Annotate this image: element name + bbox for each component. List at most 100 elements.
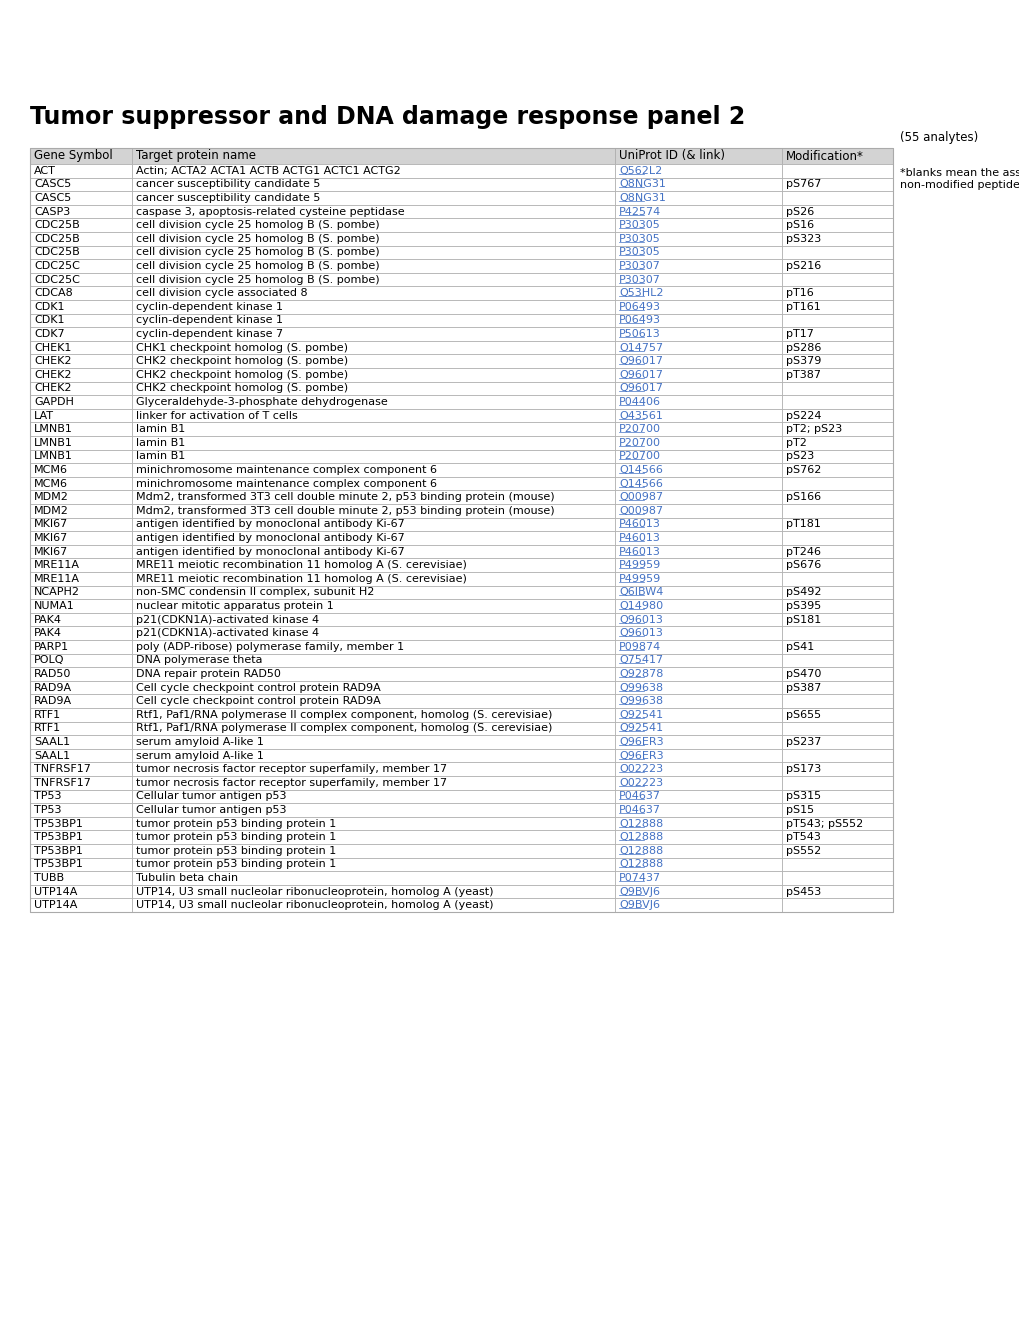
Bar (782, 148, 892, 164)
Text: TUBB: TUBB (34, 873, 64, 883)
Bar (131, 232, 614, 246)
Bar (782, 436, 892, 450)
Text: CASP3: CASP3 (34, 207, 70, 216)
Text: Mdm2, transformed 3T3 cell double minute 2, p53 binding protein (mouse): Mdm2, transformed 3T3 cell double minute… (136, 492, 554, 502)
Text: Q12888: Q12888 (619, 859, 662, 870)
Bar (131, 612, 614, 627)
Text: Q96017: Q96017 (619, 383, 662, 393)
Bar (30, 477, 131, 491)
Bar (30, 599, 131, 612)
Text: GAPDH: GAPDH (34, 397, 73, 407)
Bar (131, 368, 614, 381)
Bar (131, 789, 614, 803)
Text: RAD9A: RAD9A (34, 682, 72, 693)
Text: P06493: P06493 (619, 315, 660, 326)
Bar (782, 450, 892, 463)
Text: pS173: pS173 (786, 764, 820, 775)
Bar (30, 218, 131, 232)
Bar (131, 681, 614, 694)
Bar (614, 871, 782, 884)
Text: tumor necrosis factor receptor superfamily, member 17: tumor necrosis factor receptor superfami… (136, 764, 446, 775)
Bar (131, 517, 614, 531)
Bar (614, 191, 782, 205)
Bar (782, 341, 892, 354)
Bar (614, 232, 782, 246)
Bar (614, 368, 782, 381)
Bar (614, 205, 782, 218)
Bar (30, 504, 131, 517)
Bar (30, 395, 131, 409)
Bar (131, 748, 614, 763)
Bar (30, 830, 131, 843)
Text: pS395: pS395 (786, 601, 820, 611)
Text: P49959: P49959 (619, 560, 660, 570)
Text: pS41: pS41 (786, 642, 813, 652)
Bar (131, 640, 614, 653)
Bar (30, 191, 131, 205)
Bar (131, 504, 614, 517)
Bar (131, 300, 614, 314)
Text: Q99638: Q99638 (619, 682, 662, 693)
Text: Q6IBW4: Q6IBW4 (619, 587, 662, 598)
Bar (614, 327, 782, 341)
Bar (131, 531, 614, 545)
Text: non-SMC condensin II complex, subunit H2: non-SMC condensin II complex, subunit H2 (136, 587, 374, 598)
Bar (30, 858, 131, 871)
Bar (30, 246, 131, 259)
Text: Actin; ACTA2 ACTA1 ACTB ACTG1 ACTC1 ACTG2: Actin; ACTA2 ACTA1 ACTB ACTG1 ACTC1 ACTG… (136, 166, 400, 176)
Bar (30, 735, 131, 748)
Text: P42574: P42574 (619, 207, 660, 216)
Bar (614, 830, 782, 843)
Text: Modification*: Modification* (786, 149, 863, 162)
Bar (614, 599, 782, 612)
Text: pT246: pT246 (786, 546, 820, 557)
Text: Q75417: Q75417 (619, 656, 662, 665)
Text: pS676: pS676 (786, 560, 820, 570)
Bar (782, 491, 892, 504)
Text: cell division cycle 25 homolog B (S. pombe): cell division cycle 25 homolog B (S. pom… (136, 261, 379, 271)
Bar (614, 612, 782, 627)
Bar (782, 789, 892, 803)
Bar (782, 830, 892, 843)
Text: pT543: pT543 (786, 832, 820, 842)
Bar (782, 748, 892, 763)
Text: poly (ADP-ribose) polymerase family, member 1: poly (ADP-ribose) polymerase family, mem… (136, 642, 404, 652)
Bar (30, 381, 131, 395)
Text: CHEK2: CHEK2 (34, 383, 71, 393)
Text: tumor necrosis factor receptor superfamily, member 17: tumor necrosis factor receptor superfami… (136, 777, 446, 788)
Bar (614, 667, 782, 681)
Text: linker for activation of T cells: linker for activation of T cells (136, 411, 298, 421)
Text: TP53: TP53 (34, 792, 61, 801)
Text: pS323: pS323 (786, 234, 820, 244)
Text: P20700: P20700 (619, 438, 660, 447)
Bar (131, 763, 614, 776)
Bar (30, 763, 131, 776)
Text: pT161: pT161 (786, 302, 820, 312)
Text: pS492: pS492 (786, 587, 820, 598)
Text: LMNB1: LMNB1 (34, 424, 72, 434)
Text: tumor protein p53 binding protein 1: tumor protein p53 binding protein 1 (136, 859, 336, 870)
Bar (30, 232, 131, 246)
Text: SAAL1: SAAL1 (34, 737, 70, 747)
Text: Q96013: Q96013 (619, 615, 662, 624)
Bar (782, 422, 892, 436)
Bar (131, 273, 614, 286)
Bar (782, 395, 892, 409)
Text: cyclin-dependent kinase 7: cyclin-dependent kinase 7 (136, 329, 283, 339)
Bar (30, 409, 131, 422)
Bar (614, 640, 782, 653)
Text: pS15: pS15 (786, 805, 813, 814)
Text: MDM2: MDM2 (34, 492, 69, 502)
Bar (614, 748, 782, 763)
Bar (30, 545, 131, 558)
Bar (614, 653, 782, 667)
Bar (782, 477, 892, 491)
Text: pS387: pS387 (786, 682, 820, 693)
Text: cell division cycle associated 8: cell division cycle associated 8 (136, 288, 308, 298)
Bar (131, 246, 614, 259)
Bar (614, 148, 782, 164)
Text: RAD50: RAD50 (34, 669, 71, 678)
Bar (30, 368, 131, 381)
Bar (782, 463, 892, 477)
Text: pT181: pT181 (786, 519, 820, 529)
